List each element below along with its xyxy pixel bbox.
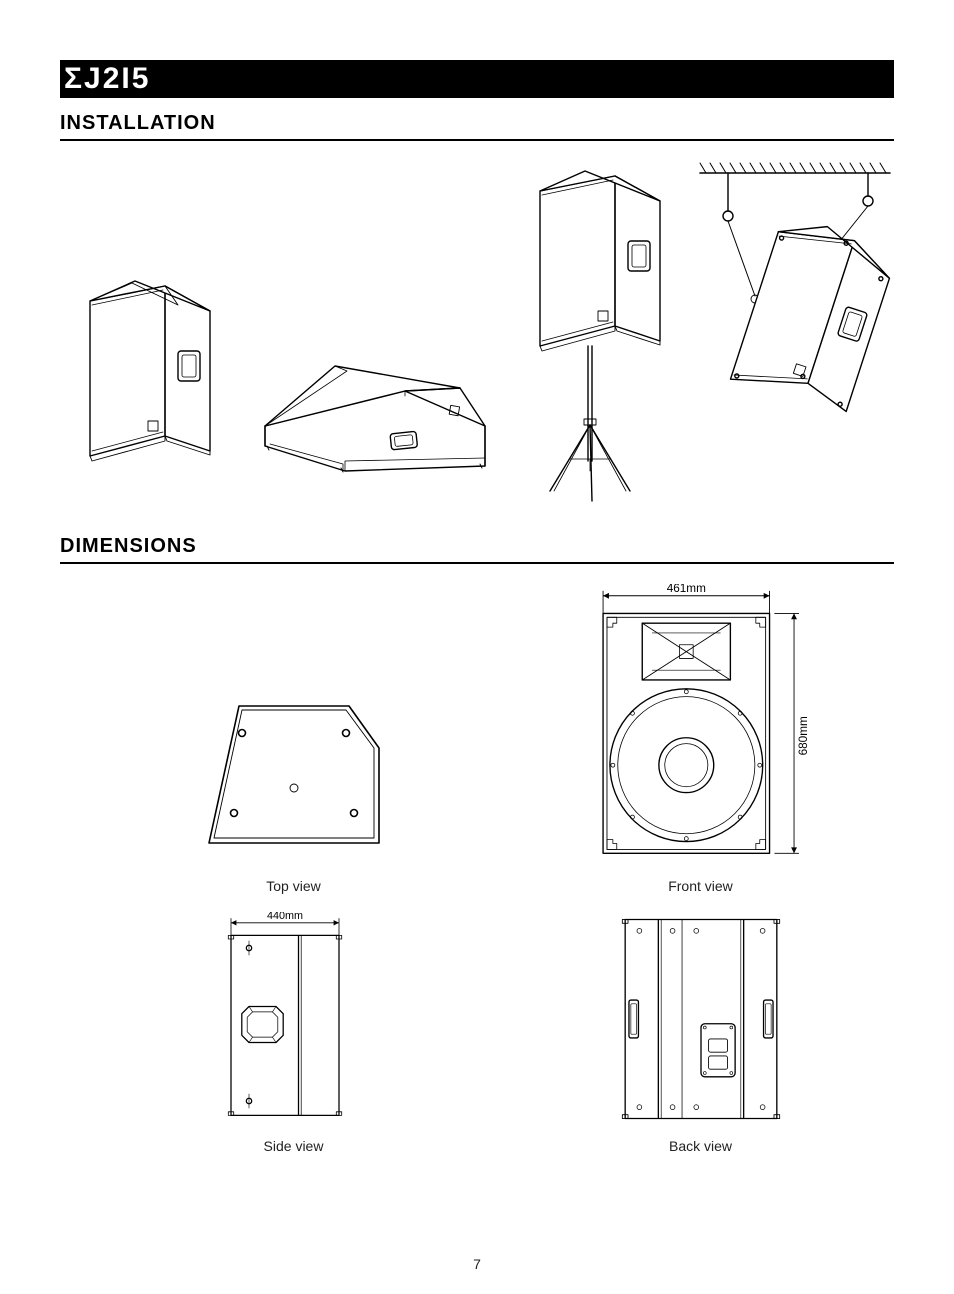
- page-number: 7: [0, 1256, 954, 1272]
- side-view-cell: 440mm: [120, 904, 467, 1154]
- model-bar: ΣJ2I5: [60, 60, 894, 98]
- front-width-text: 461mm: [666, 584, 705, 595]
- side-width-text: 440mm: [267, 912, 303, 922]
- front-view-cell: 461mm 680mm: [527, 584, 874, 894]
- section-title-dimensions: DIMENSIONS: [60, 535, 894, 564]
- side-view-label: Side view: [264, 1138, 324, 1154]
- side-view-svg: 440mm: [204, 912, 384, 1128]
- section-title-installation: INSTALLATION: [60, 112, 894, 141]
- front-view-label: Front view: [668, 878, 733, 894]
- top-view-svg: [184, 688, 404, 868]
- back-view-label: Back view: [669, 1138, 732, 1154]
- back-view-cell: Back view: [527, 904, 874, 1154]
- top-view-label: Top view: [266, 878, 320, 894]
- front-height-text: 680mm: [796, 716, 809, 755]
- top-view-cell: Top view: [120, 584, 467, 894]
- installation-label: INSTALLATION: [60, 112, 216, 134]
- installation-diagram: [60, 161, 894, 521]
- back-view-svg: [606, 910, 796, 1128]
- dimensions-label: DIMENSIONS: [60, 535, 197, 557]
- front-view-svg: 461mm 680mm: [571, 584, 831, 868]
- dimensions-diagram: Top view 461mm: [60, 574, 894, 1174]
- model-number: ΣJ2I5: [64, 62, 150, 95]
- installation-svg: [60, 161, 894, 521]
